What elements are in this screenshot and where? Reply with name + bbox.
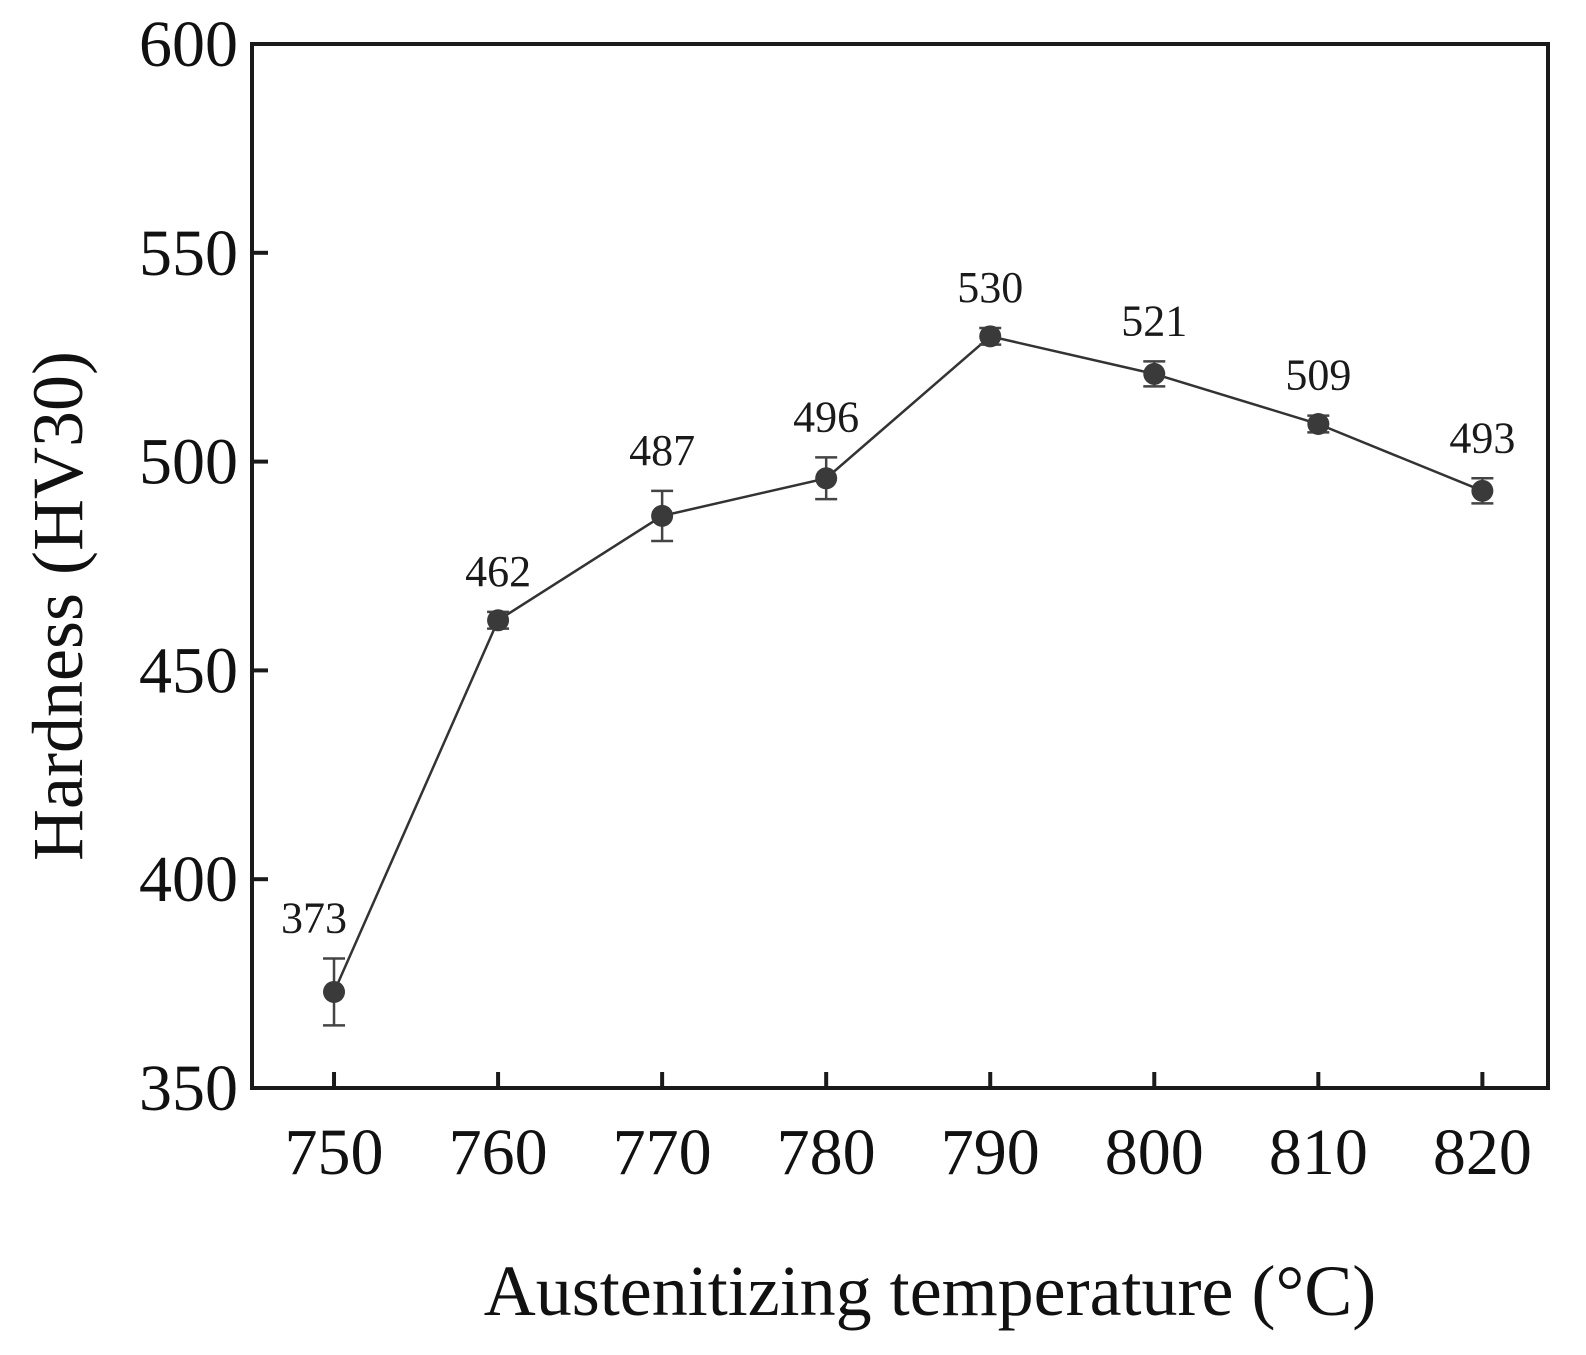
x-tick-label: 790 <box>941 1116 1040 1189</box>
data-label: 493 <box>1449 413 1515 462</box>
data-label: 530 <box>957 263 1023 312</box>
x-tick-label: 770 <box>613 1116 712 1189</box>
y-axis-title: Hardness (HV30) <box>18 351 98 861</box>
data-point <box>487 609 510 632</box>
data-label: 487 <box>629 426 695 475</box>
data-label: 462 <box>465 547 531 596</box>
x-tick-label: 810 <box>1269 1116 1368 1189</box>
x-tick-label: 820 <box>1433 1116 1532 1189</box>
series-layer: 373 462 487 496 530 521 509 493 <box>281 263 1515 1027</box>
x-tick-label: 780 <box>777 1116 876 1189</box>
y-tick-label: 450 <box>139 634 238 707</box>
data-point <box>979 325 1002 348</box>
x-tick-label: 760 <box>449 1116 548 1189</box>
x-axis-title: Austenitizing temperature (°C) <box>484 1251 1377 1331</box>
series-line <box>332 334 1483 993</box>
data-point <box>1307 413 1330 436</box>
data-label: 509 <box>1285 351 1351 400</box>
data-label: 521 <box>1121 296 1187 345</box>
y-tick-label: 500 <box>139 426 238 499</box>
y-tick-label: 600 <box>139 8 238 81</box>
data-point <box>1471 479 1494 502</box>
y-tick-label: 550 <box>139 217 238 290</box>
y-tick-label: 400 <box>139 843 238 916</box>
data-point <box>815 467 838 490</box>
data-point <box>1143 362 1166 385</box>
y-axis-ticks: 350 400 450 500 550 600 <box>139 8 268 1125</box>
data-label: 373 <box>281 894 347 943</box>
x-tick-label: 750 <box>285 1116 384 1189</box>
data-point <box>651 504 674 527</box>
data-label: 496 <box>793 392 859 441</box>
y-tick-label: 350 <box>139 1052 238 1125</box>
x-axis-ticks: 750 760 770 780 790 800 810 820 <box>285 1072 1532 1189</box>
plot-frame <box>250 42 1550 1090</box>
data-point <box>323 980 346 1003</box>
x-tick-label: 800 <box>1105 1116 1204 1189</box>
